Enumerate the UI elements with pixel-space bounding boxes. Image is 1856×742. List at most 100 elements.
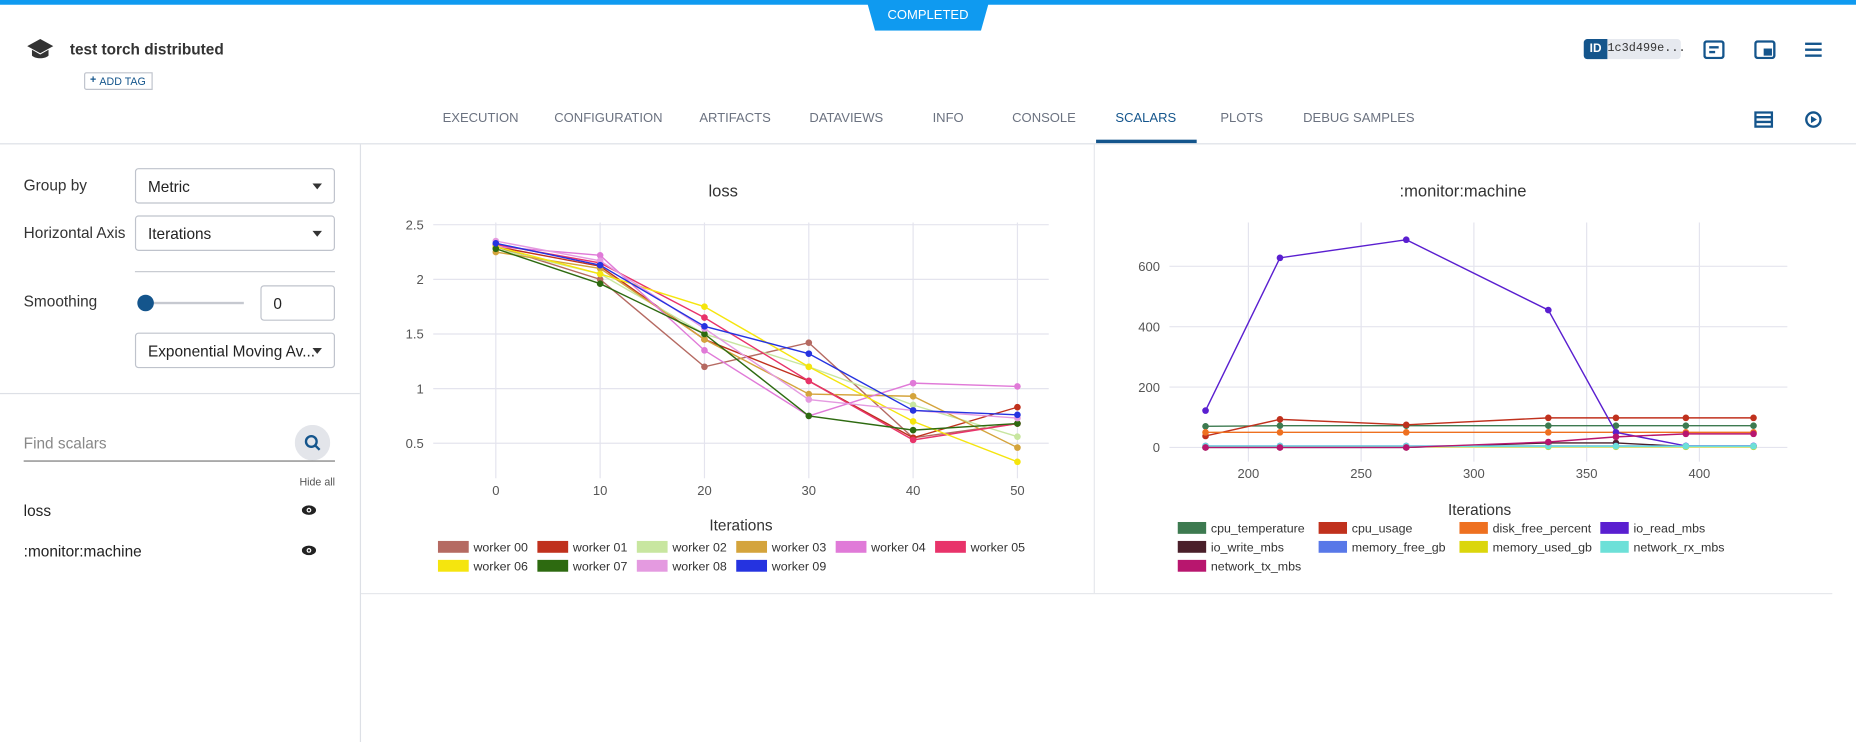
data-point bbox=[1402, 444, 1410, 451]
group-by-value: Metric bbox=[147, 177, 190, 196]
tab[interactable]: CONSOLE bbox=[1012, 111, 1076, 126]
x-tick-label: 400 bbox=[1689, 466, 1711, 481]
horizontal-axis-select[interactable]: Iterations bbox=[134, 215, 335, 251]
y-tick-label: 600 bbox=[1138, 259, 1160, 274]
data-point bbox=[1750, 430, 1757, 438]
legend-swatch bbox=[1318, 521, 1348, 534]
menu-icon[interactable] bbox=[1804, 41, 1823, 58]
data-point bbox=[1750, 422, 1757, 430]
x-tick-label: 350 bbox=[1576, 466, 1598, 481]
smoothing-knob[interactable] bbox=[137, 294, 154, 312]
info-panel-icon[interactable] bbox=[1703, 40, 1725, 60]
search-underline bbox=[23, 460, 335, 462]
data-point bbox=[492, 239, 500, 247]
legend-swatch bbox=[537, 540, 569, 553]
smoothing-method: Exponential Moving Av... bbox=[147, 342, 316, 360]
tab[interactable]: DATAVIEWS bbox=[809, 111, 884, 126]
data-point bbox=[909, 426, 917, 434]
experiment-title: test torch distributed bbox=[69, 40, 224, 58]
smoothing-value: 0 bbox=[273, 294, 282, 313]
legend-swatch bbox=[437, 559, 469, 572]
data-point bbox=[1750, 414, 1757, 422]
x-tick-label: 50 bbox=[1010, 483, 1024, 498]
x-tick-label: 20 bbox=[697, 483, 711, 498]
data-point bbox=[1750, 442, 1757, 450]
legend-label: disk_free_percent bbox=[1493, 522, 1592, 536]
tab[interactable]: INFO bbox=[932, 111, 964, 126]
divider bbox=[0, 392, 360, 395]
legend-label: worker 08 bbox=[671, 560, 727, 574]
tab[interactable]: SCALARS bbox=[1115, 111, 1177, 126]
tab[interactable]: ARTIFACTS bbox=[699, 111, 771, 126]
data-point bbox=[1612, 442, 1620, 450]
data-point bbox=[1276, 444, 1284, 451]
legend-swatch bbox=[935, 540, 966, 553]
divider bbox=[134, 271, 335, 273]
refresh-icon[interactable] bbox=[1804, 110, 1823, 129]
legend-label: worker 07 bbox=[572, 560, 628, 574]
data-point bbox=[1276, 416, 1284, 423]
data-point bbox=[1276, 429, 1284, 436]
group-by-select[interactable]: Metric bbox=[134, 168, 335, 204]
smoothing-input[interactable]: 0 bbox=[260, 285, 335, 321]
scalar-name[interactable]: :monitor:machine bbox=[23, 542, 142, 560]
data-point bbox=[596, 270, 604, 278]
x-tick-label: 30 bbox=[802, 483, 816, 498]
data-point bbox=[701, 330, 708, 338]
legend-swatch bbox=[1177, 521, 1207, 534]
data-point bbox=[1612, 429, 1620, 436]
series-line bbox=[495, 245, 1018, 439]
experiment-icon bbox=[27, 39, 54, 59]
tab[interactable]: DEBUG SAMPLES bbox=[1303, 111, 1415, 126]
series-line bbox=[1205, 424, 1754, 428]
x-tick-label: 300 bbox=[1463, 466, 1485, 481]
smoothing-track bbox=[145, 301, 244, 305]
series-line bbox=[495, 245, 1018, 417]
table-view-icon[interactable] bbox=[1754, 111, 1774, 128]
smoothing-label: Smoothing bbox=[23, 292, 98, 311]
x-tick-label: 250 bbox=[1350, 466, 1372, 481]
legend-label: worker 01 bbox=[572, 541, 628, 555]
data-point bbox=[1682, 430, 1690, 438]
tab[interactable]: PLOTS bbox=[1220, 111, 1264, 126]
add-tag-text[interactable]: ADD TAG bbox=[99, 75, 146, 88]
series-line bbox=[495, 242, 1018, 416]
legend-label: worker 00 bbox=[472, 541, 528, 555]
caret bbox=[312, 183, 322, 190]
legend-label: worker 03 bbox=[771, 541, 827, 555]
data-point bbox=[805, 412, 813, 420]
data-point bbox=[596, 261, 604, 269]
hide-all[interactable]: Hide all bbox=[299, 475, 335, 488]
data-point bbox=[701, 323, 708, 330]
sidebar-border bbox=[359, 144, 362, 742]
data-point bbox=[701, 347, 708, 354]
legend-swatch bbox=[835, 540, 867, 553]
horizontal-axis-value: Iterations bbox=[147, 224, 212, 243]
scalar-name[interactable]: loss bbox=[23, 501, 52, 520]
data-point bbox=[1202, 407, 1209, 414]
data-point bbox=[1202, 444, 1209, 451]
data-point bbox=[1612, 414, 1620, 422]
y-tick-label: 400 bbox=[1138, 319, 1160, 334]
data-point bbox=[701, 363, 708, 371]
visibility-icon[interactable] bbox=[301, 544, 317, 556]
search-input[interactable]: Find scalars bbox=[23, 434, 107, 453]
search-button[interactable] bbox=[294, 424, 331, 461]
legend-swatch bbox=[437, 540, 469, 553]
data-point bbox=[1014, 403, 1021, 411]
id-value[interactable]: 1c3d499e... bbox=[1607, 39, 1686, 60]
y-tick-label: 2.5 bbox=[406, 217, 424, 232]
data-point bbox=[701, 314, 708, 321]
smoothing-method-select[interactable]: Exponential Moving Av... bbox=[134, 332, 335, 369]
horizontal-axis-label: Horizontal Axis bbox=[23, 223, 126, 242]
data-point bbox=[805, 390, 813, 398]
data-point bbox=[805, 363, 813, 371]
layout-icon[interactable] bbox=[1754, 40, 1776, 60]
visibility-icon[interactable] bbox=[301, 504, 317, 516]
data-point bbox=[1202, 422, 1209, 430]
tab[interactable]: CONFIGURATION bbox=[554, 111, 663, 126]
add-tag-button[interactable] bbox=[84, 72, 153, 90]
caret bbox=[312, 347, 322, 354]
tab[interactable]: EXECUTION bbox=[442, 111, 519, 126]
